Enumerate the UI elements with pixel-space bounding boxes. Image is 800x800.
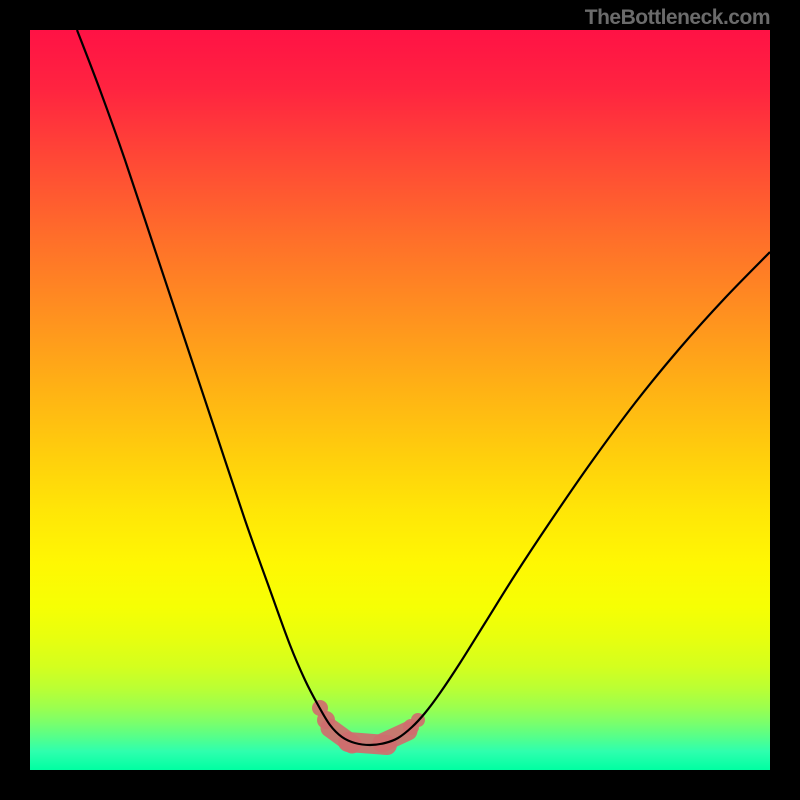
plot-area [30,30,770,770]
background-gradient [30,30,770,770]
chart-container: TheBottleneck.com [0,0,800,800]
watermark-text: TheBottleneck.com [585,6,770,30]
